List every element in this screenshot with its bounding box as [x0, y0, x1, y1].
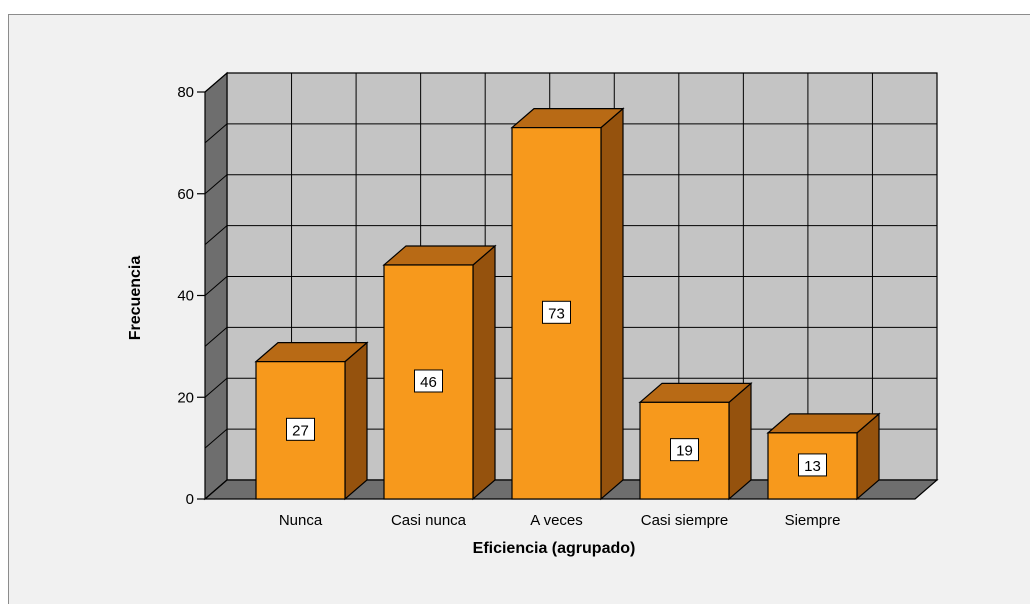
data-label-box	[670, 438, 699, 462]
data-label: 27	[292, 422, 309, 439]
grid-line-side	[204, 72, 228, 93]
bar-side	[728, 382, 752, 501]
bar: 13	[766, 412, 881, 501]
grid-line-side	[204, 123, 228, 144]
bar-side	[344, 341, 368, 501]
x-category-label: A veces	[530, 512, 583, 529]
grid-line-side	[204, 276, 228, 296]
y-tick-label: 80	[177, 84, 194, 101]
x-axis-categories: Nunca Casi nunca A veces Casi siempre Siempr…	[279, 512, 841, 529]
x-axis-label: Eficiencia (agrupado)	[473, 540, 636, 557]
grid-line-side	[204, 377, 228, 398]
bar-side	[600, 107, 624, 501]
y-tick-label: 60	[177, 186, 194, 203]
data-label-box	[286, 417, 315, 441]
bar: 46	[382, 244, 497, 501]
data-label: 19	[676, 443, 693, 460]
y-axis-label: Frecuencia	[127, 256, 144, 341]
data-label-box	[414, 369, 443, 393]
data-label: 46	[420, 374, 437, 391]
grid-line-side	[204, 479, 228, 500]
grid-line-side	[204, 428, 228, 449]
bar: 73	[510, 107, 625, 501]
x-category-label: Siempre	[785, 512, 841, 529]
data-label-box	[798, 453, 827, 477]
grid-line-side	[204, 225, 228, 246]
y-tick-label: 0	[186, 491, 194, 508]
x-category-label: Nunca	[279, 512, 323, 529]
bar-front	[511, 127, 602, 500]
data-label-box	[542, 300, 571, 324]
y-tick-label: 40	[177, 288, 194, 305]
x-category-label: Casi siempre	[641, 512, 729, 529]
bar: 27	[254, 341, 369, 501]
grid-line-side	[204, 326, 228, 347]
bar: 19	[638, 382, 753, 501]
chart-frame: 0 20 40 60 80 27 46 73 19 13 Nunca Casi nunca A ve…	[8, 14, 1030, 604]
grid-line-side	[204, 174, 228, 195]
data-label: 13	[804, 458, 821, 475]
bar-side	[472, 244, 496, 501]
y-tick-label: 20	[177, 389, 194, 406]
data-label: 73	[548, 305, 565, 322]
bar-chart: 0 20 40 60 80 27 46 73 19 13 Nunca Casi nunca A ve…	[127, 71, 939, 557]
chart-bars: 27 46 73 19 13	[254, 107, 881, 501]
x-category-label: Casi nunca	[391, 512, 467, 529]
y-axis-ticks: 0 20 40 60 80	[177, 84, 205, 508]
